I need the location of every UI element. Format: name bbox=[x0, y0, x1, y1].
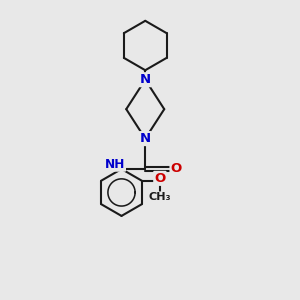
Text: CH₃: CH₃ bbox=[148, 192, 171, 202]
Text: O: O bbox=[154, 172, 166, 185]
Text: N: N bbox=[140, 132, 151, 145]
Text: O: O bbox=[170, 163, 182, 176]
Text: N: N bbox=[140, 73, 151, 86]
Text: NH: NH bbox=[105, 158, 125, 171]
